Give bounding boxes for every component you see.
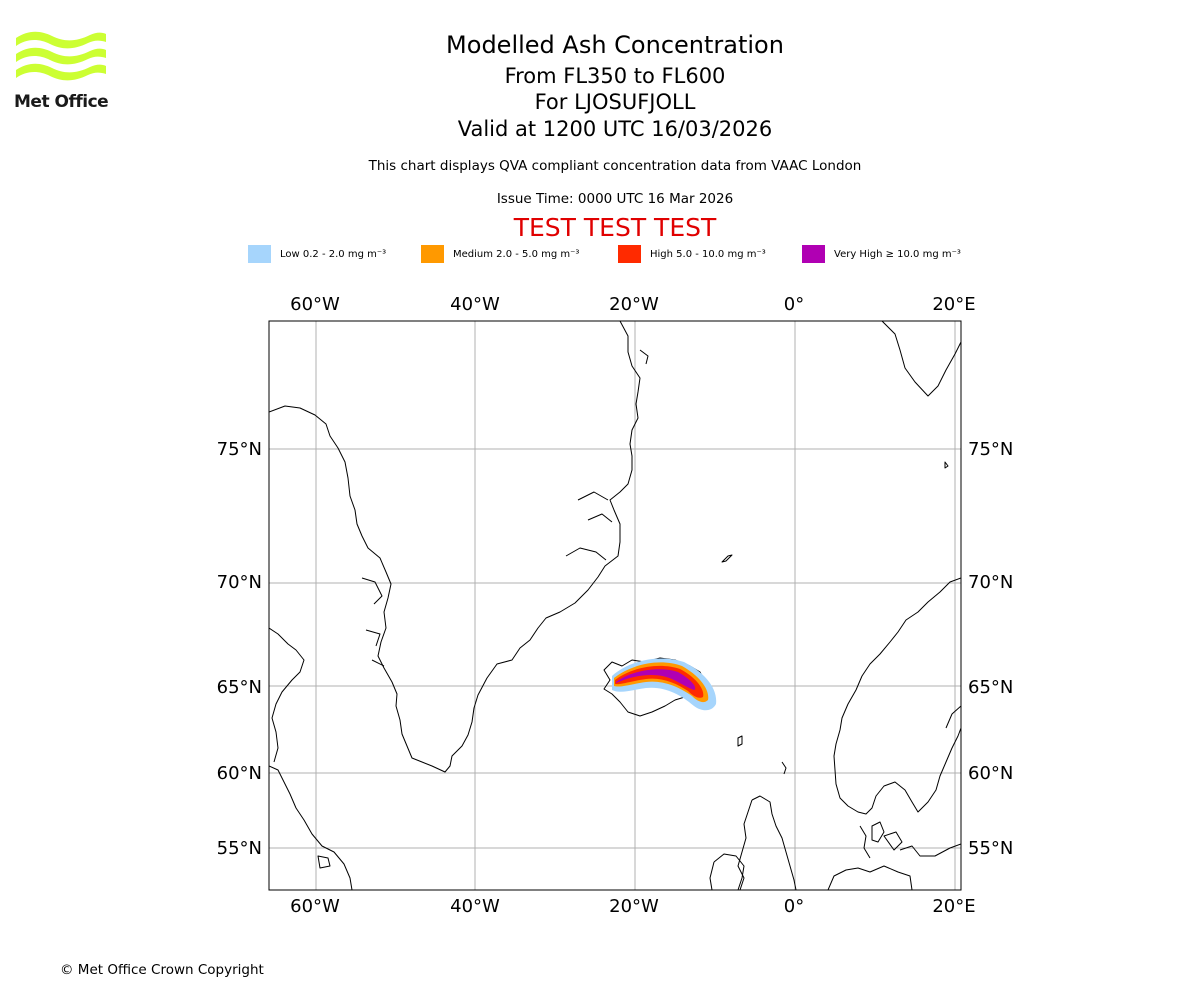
legend-item-low: Low 0.2 - 2.0 mg m⁻³ xyxy=(248,244,386,264)
legend-swatch-high xyxy=(618,245,641,263)
lon-label-60w: 60°W xyxy=(290,294,340,315)
issue-time: Issue Time: 0000 UTC 16 Mar 2026 xyxy=(496,191,734,207)
lon-label-0: 0° xyxy=(784,294,804,315)
legend-swatch-low xyxy=(248,245,271,263)
britain-coast xyxy=(737,795,797,890)
legend-label-high: High 5.0 - 10.0 mg m⁻³ xyxy=(650,248,766,260)
met-office-logo: Met Office xyxy=(14,30,114,112)
lon-label-0: 0° xyxy=(784,896,804,917)
lon-label-20w: 20°W xyxy=(609,896,659,917)
validity-time: Valid at 1200 UTC 16/03/2026 xyxy=(457,117,773,141)
legend-swatch-very-high xyxy=(802,245,825,263)
coastlines xyxy=(269,321,961,890)
test-banner: TEST TEST TEST xyxy=(513,213,717,242)
legend-swatch-medium xyxy=(421,245,444,263)
svalbard-coast xyxy=(881,321,961,397)
lat-label-60n: 60°N xyxy=(968,763,1013,784)
lon-label-40w: 40°W xyxy=(450,294,500,315)
map-frame xyxy=(268,320,962,891)
met-office-wave-icon xyxy=(16,31,106,81)
legend-item-very-high: Very High ≥ 10.0 mg m⁻³ xyxy=(802,244,961,264)
lat-label-75n: 75°N xyxy=(217,439,262,460)
lat-label-70n: 70°N xyxy=(217,572,262,593)
lat-label-65n: 65°N xyxy=(968,677,1013,698)
lat-labels-right: 75°N 70°N 65°N 60°N 55°N xyxy=(968,439,1013,859)
legend-item-medium: Medium 2.0 - 5.0 mg m⁻³ xyxy=(421,244,579,264)
lon-label-20w: 20°W xyxy=(609,294,659,315)
lat-label-60n: 60°N xyxy=(217,763,262,784)
legend-item-high: High 5.0 - 10.0 mg m⁻³ xyxy=(618,244,766,264)
lat-label-55n: 55°N xyxy=(968,838,1013,859)
lon-label-20e: 20°E xyxy=(932,896,975,917)
lat-label-55n: 55°N xyxy=(217,838,262,859)
flight-level-range: From FL350 to FL600 xyxy=(504,64,726,88)
lat-label-70n: 70°N xyxy=(968,572,1013,593)
met-office-wordmark: Met Office xyxy=(14,92,109,112)
legend-label-very-high: Very High ≥ 10.0 mg m⁻³ xyxy=(834,248,961,260)
legend-label-medium: Medium 2.0 - 5.0 mg m⁻³ xyxy=(453,248,580,260)
graticule xyxy=(269,321,961,890)
volcano-name: For LJOSUFJOLL xyxy=(534,90,696,114)
lon-label-60w: 60°W xyxy=(290,896,340,917)
chart-title: Modelled Ash Concentration xyxy=(446,31,784,59)
ireland-coast xyxy=(709,853,745,890)
lon-label-40w: 40°W xyxy=(450,896,500,917)
copyright-notice: © Met Office Crown Copyright xyxy=(60,962,264,978)
lat-labels-left: 75°N 70°N 65°N 60°N 55°N xyxy=(217,439,262,859)
scandinavia-coast xyxy=(833,577,961,815)
lon-labels-bottom: 60°W 40°W 20°W 0° 20°E xyxy=(290,896,975,917)
ash-cloud xyxy=(612,658,717,711)
chart-description: This chart displays QVA compliant concen… xyxy=(368,158,862,174)
canada-coast xyxy=(269,627,353,890)
ash-very-high xyxy=(616,669,696,690)
legend-label-low: Low 0.2 - 2.0 mg m⁻³ xyxy=(280,248,387,260)
lat-label-65n: 65°N xyxy=(217,677,262,698)
lon-label-20e: 20°E xyxy=(932,294,975,315)
greenland-coast xyxy=(269,321,641,773)
lat-label-75n: 75°N xyxy=(968,439,1013,460)
lon-labels-top: 60°W 40°W 20°W 0° 20°E xyxy=(290,294,975,315)
